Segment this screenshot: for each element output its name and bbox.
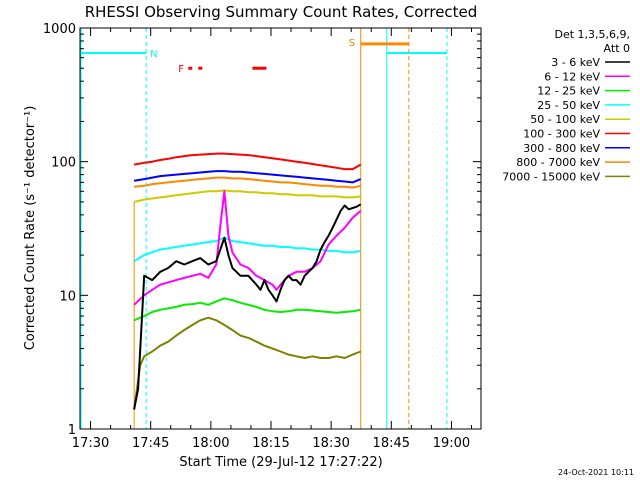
y-tick-label-1: 10 — [59, 289, 76, 304]
series-line-8 — [133, 316, 362, 410]
flare-flag-label: F — [178, 64, 184, 75]
y-tick-label-0: 1 — [68, 423, 76, 438]
x-tick-label-3: 18:15 — [252, 436, 289, 451]
x-tick-label-6: 19:00 — [433, 436, 470, 451]
series-line-7 — [134, 176, 361, 189]
x-tick-label-5: 18:45 — [373, 436, 410, 451]
x-tick-label-2: 18:00 — [192, 436, 229, 451]
saa-flag-label: S — [349, 38, 355, 49]
series-line-1 — [133, 190, 362, 306]
legend-label-7: 800 - 7000 keV — [516, 156, 600, 169]
legend-label-5: 100 - 300 keV — [523, 128, 600, 141]
plot-timestamp: 24-Oct-2021 10:11 — [558, 468, 634, 477]
x-tick-label-0: 17:30 — [72, 436, 109, 451]
series-line-5 — [133, 152, 362, 171]
plot-area: N F S — [80, 28, 448, 429]
series-line-3 — [133, 236, 361, 263]
legend-label-0: 3 - 6 keV — [551, 56, 600, 69]
legend-label-2: 12 - 25 keV — [537, 85, 600, 98]
legend-label-4: 50 - 100 keV — [530, 113, 600, 126]
y-tick-label-3: 1000 — [43, 22, 76, 37]
legend-label-8: 7000 - 15000 keV — [502, 170, 600, 183]
series-line-2 — [133, 297, 361, 322]
legend-header-line-1: Det 1,3,5,6,9, — [554, 28, 630, 41]
series-line-0 — [133, 203, 362, 410]
legend-label-3: 25 - 50 keV — [537, 99, 600, 112]
y-tick-label-2: 100 — [51, 156, 76, 171]
x-axis-label: Start Time (29-Jul-12 17:27:22) — [179, 455, 382, 470]
legend-label-1: 6 - 12 keV — [544, 70, 600, 83]
x-axis: 17:30 17:45 18:00 18:15 18:30 18:45 19:00 — [72, 28, 472, 451]
series-line-4 — [133, 189, 361, 203]
night-flag-label: N — [150, 49, 157, 60]
y-axis: 1 10 100 1000 — [43, 22, 481, 438]
series-line-6 — [133, 170, 362, 184]
chart-title: RHESSI Observing Summary Count Rates, Co… — [85, 3, 478, 21]
legend-label-6: 300 - 800 keV — [523, 142, 600, 155]
plot-frame — [79, 27, 482, 430]
x-tick-label-4: 18:30 — [312, 436, 349, 451]
x-tick-label-1: 17:45 — [132, 436, 169, 451]
y-axis-label: Corrected Count Rate (s⁻¹ detector⁻¹) — [23, 106, 38, 351]
legend-header-line-2: Att 0 — [604, 42, 630, 55]
